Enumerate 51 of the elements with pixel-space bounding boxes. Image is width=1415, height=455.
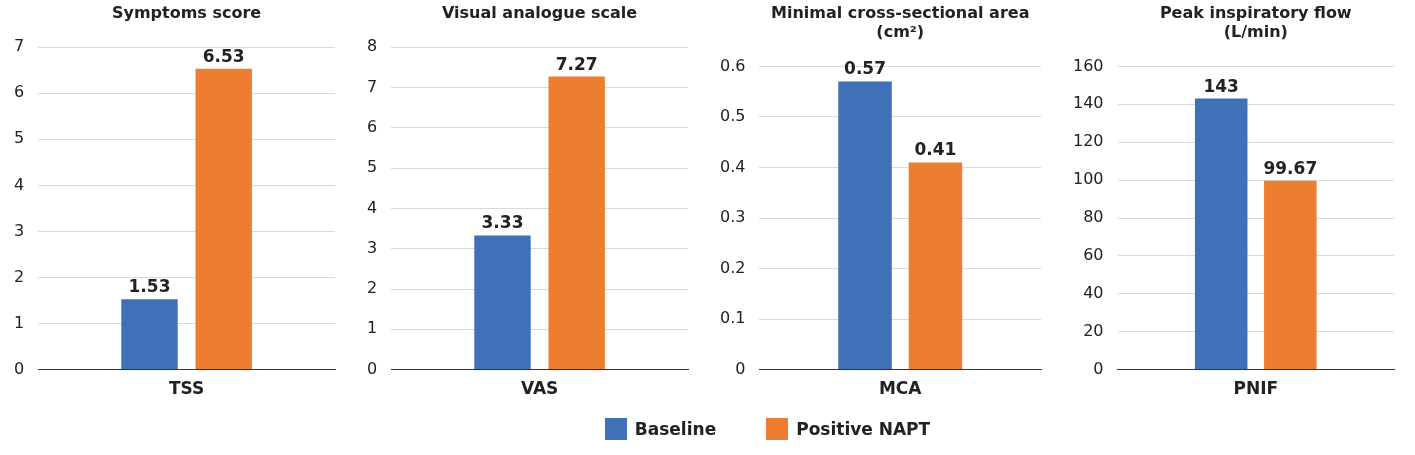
- y-tick-label: 4: [366, 197, 378, 217]
- data-label: 6.53: [202, 45, 245, 66]
- chart-title: Minimal cross-sectional area (cm²): [771, 2, 1030, 41]
- y-tick-label: 1: [366, 318, 378, 338]
- y-tick-label: 6: [13, 82, 25, 102]
- x-tick-label: PNIF: [1233, 378, 1279, 399]
- y-tick-label: 2: [366, 278, 378, 298]
- y-tick-label: 3: [13, 220, 25, 240]
- y-tick-label: 60: [1083, 245, 1104, 265]
- y-tick-label: 0.1: [719, 308, 746, 328]
- y-tick-label: 7: [366, 76, 378, 96]
- y-tick-label: 2: [13, 266, 25, 286]
- y-tick-label: 160: [1072, 55, 1104, 75]
- chart-title: Peak inspiratory flow (L/min): [1159, 2, 1352, 41]
- y-tick-label: 0.5: [719, 106, 746, 126]
- data-label: 0.41: [914, 139, 957, 160]
- data-label: 0.57: [844, 58, 886, 79]
- y-tick-label: 0: [1093, 358, 1104, 378]
- y-tick-label: 80: [1083, 207, 1104, 227]
- y-tick-label: 0: [735, 358, 746, 378]
- data-label: 3.33: [481, 212, 524, 233]
- y-tick-label: 20: [1083, 320, 1104, 340]
- chart-title: Visual analogue scale: [441, 2, 638, 22]
- data-label: 143: [1203, 75, 1239, 96]
- y-tick-label: 0.6: [719, 55, 746, 75]
- legend-label: Positive NAPT: [796, 419, 931, 439]
- data-label: 7.27: [555, 53, 598, 74]
- y-tick-label: 6: [366, 116, 378, 136]
- y-tick-label: 1: [13, 312, 25, 332]
- y-tick-label: 8: [366, 36, 378, 56]
- x-tick-label: TSS: [168, 378, 205, 399]
- y-tick-label: 100: [1072, 169, 1104, 189]
- x-tick-label: MCA: [878, 378, 923, 399]
- chart-title: Symptoms score: [111, 2, 262, 22]
- y-tick-label: 5: [366, 157, 378, 177]
- y-tick-label: 0: [13, 358, 25, 378]
- y-tick-label: 40: [1083, 282, 1104, 302]
- y-tick-label: 3: [366, 237, 378, 257]
- y-tick-label: 0: [366, 358, 378, 378]
- y-tick-label: 4: [13, 174, 25, 194]
- y-tick-label: 0.2: [719, 257, 746, 277]
- y-tick-label: 0.4: [719, 156, 746, 176]
- y-tick-label: 7: [13, 36, 25, 56]
- y-tick-label: 140: [1072, 93, 1104, 113]
- y-tick-label: 120: [1072, 131, 1104, 151]
- data-label: 1.53: [128, 276, 171, 297]
- y-tick-label: 0.3: [719, 207, 746, 227]
- y-tick-label: 5: [13, 128, 25, 148]
- legend-label: Baseline: [634, 419, 717, 439]
- data-label: 99.67: [1263, 157, 1318, 178]
- x-tick-label: VAS: [520, 378, 559, 399]
